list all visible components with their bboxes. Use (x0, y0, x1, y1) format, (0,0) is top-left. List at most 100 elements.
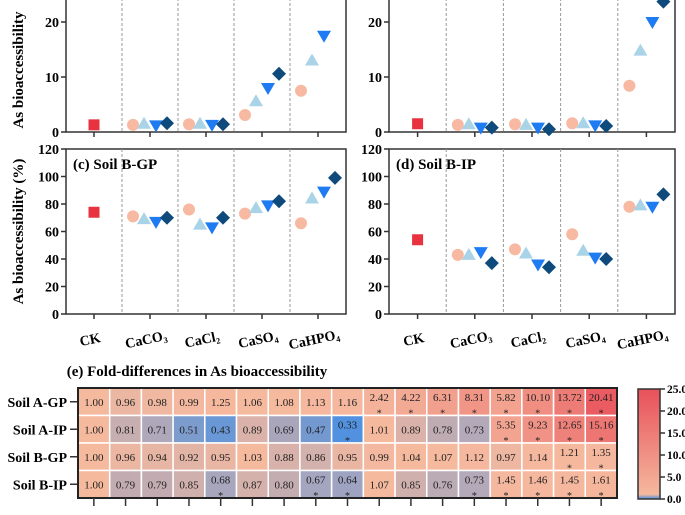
x-tick-label: CaCl₂ (509, 330, 547, 352)
heatmap-cell (140, 414, 174, 444)
cell-value: 1.00 (84, 424, 104, 436)
data-point-circle (623, 200, 636, 213)
cell-value: 0.88 (274, 452, 294, 464)
data-point-triangle_down (205, 119, 219, 132)
data-point-diamond (656, 0, 671, 9)
y-tick-label: 0 (52, 126, 59, 141)
data-point-triangle_up (305, 191, 319, 204)
data-point-diamond (272, 194, 286, 209)
data-point-circle (623, 79, 636, 92)
panel-c: 0 20 40 60 80 100 120 CK CaCO₃ CaCl₂ CaSO₄ CaHPO₄ (c… (11, 143, 347, 353)
cell-value: 10.10 (525, 392, 550, 404)
cell-value: 1.06 (243, 397, 263, 409)
cell-value: 0.96 (116, 397, 136, 409)
data-point-circle (295, 217, 307, 230)
data-point-triangle_up (193, 217, 207, 230)
heatmap-cell (362, 442, 396, 472)
cell-value: 0.98 (148, 397, 168, 409)
cell-value: 5.82 (496, 392, 515, 404)
y-tick-label: 40 (45, 253, 59, 268)
heatmap-cell (204, 469, 238, 499)
data-point-triangle_up (137, 212, 151, 225)
row-label: Soil B-GP (7, 451, 67, 466)
cell-value: 1.61 (592, 475, 611, 487)
cell-value: 12.65 (557, 420, 582, 432)
significance-mark: * (504, 436, 509, 447)
significance-mark: * (313, 491, 318, 502)
y-tick-label: 40 (368, 253, 382, 268)
cell-value: 0.43 (211, 424, 231, 436)
cell-value: 1.12 (465, 452, 484, 464)
significance-mark: * (472, 491, 477, 502)
data-point-triangle_up (633, 43, 648, 56)
y-tick-label: 120 (361, 143, 382, 158)
cell-value: 0.73 (465, 424, 485, 436)
data-point-diamond (160, 210, 174, 225)
data-point-diamond (328, 170, 342, 185)
cell-value: 0.96 (116, 452, 136, 464)
data-point-triangle_down (473, 247, 488, 260)
heatmap-cell (299, 442, 333, 472)
data-point-diamond (656, 187, 671, 202)
significance-mark: * (535, 409, 540, 420)
significance-mark: * (599, 436, 604, 447)
data-point-triangle_up (519, 246, 533, 259)
cell-value: 0.89 (401, 424, 421, 436)
x-tick-label: CaHPO₄ (616, 328, 670, 354)
cell-value: 15.16 (589, 420, 614, 432)
x-tick-label: CaSO₄ (564, 329, 607, 352)
y-tick-label: 80 (45, 198, 59, 213)
cell-value: 0.71 (148, 424, 167, 436)
cell-value: 0.33 (338, 420, 358, 432)
cell-value: 0.68 (211, 475, 231, 487)
heatmap-cell (108, 442, 143, 472)
data-point-diamond (160, 116, 174, 131)
cell-value: 0.69 (274, 424, 294, 436)
cell-value: 0.73 (465, 475, 485, 487)
cell-value: 0.99 (370, 452, 390, 464)
colorbar-tick-label: 15.0 (667, 428, 685, 440)
y-tick-label: 60 (45, 226, 59, 241)
significance-mark: * (535, 436, 540, 447)
cell-value: 0.99 (179, 397, 199, 409)
data-point-circle (566, 117, 579, 130)
cell-value: 0.95 (211, 452, 231, 464)
cell-value: 1.07 (370, 479, 390, 491)
heatmap-cell (426, 442, 460, 472)
cell-value: 1.00 (84, 479, 104, 491)
significance-mark: * (472, 409, 477, 420)
data-point-triangle_down (645, 201, 660, 214)
cell-value: 0.79 (148, 479, 168, 491)
row-label: Soil A-GP (7, 396, 67, 411)
data-point-triangle_down (531, 259, 545, 272)
data-point-triangle_up (193, 116, 207, 129)
significance-mark: * (567, 464, 572, 475)
data-point-triangle_up (633, 198, 648, 211)
cell-value: 0.76 (433, 479, 453, 491)
data-point-circle (566, 228, 579, 241)
data-point-triangle_down (317, 186, 331, 199)
data-point-triangle_down (531, 122, 545, 135)
data-point-triangle_up (137, 116, 151, 129)
data-point-triangle_down (261, 200, 275, 213)
panel-title: (c) Soil B-GP (73, 157, 157, 173)
cell-value: 1.25 (211, 397, 231, 409)
data-point-triangle_down (149, 120, 163, 133)
y-tick-label: 20 (45, 16, 59, 31)
data-point-diamond (484, 256, 499, 271)
data-point-ck (88, 119, 100, 131)
significance-mark: * (599, 491, 604, 502)
cell-value: 4.22 (401, 392, 420, 404)
heatmap-cell (172, 387, 206, 417)
heatmap-cell (552, 442, 587, 472)
heatmap-cell (457, 442, 491, 472)
cell-value: 20.41 (589, 392, 614, 404)
panel-a: 0 10 20 As bioaccessibility (11, 0, 347, 141)
data-point-triangle_up (576, 243, 591, 256)
heatmap-cell (584, 414, 618, 444)
cell-value: 0.51 (179, 424, 198, 436)
heatmap-panel: (e) Fold-differences in As bioaccessibil… (7, 364, 685, 506)
significance-mark: * (345, 436, 350, 447)
significance-mark: * (567, 409, 572, 420)
x-tick-label: CaCO₃ (124, 329, 169, 352)
